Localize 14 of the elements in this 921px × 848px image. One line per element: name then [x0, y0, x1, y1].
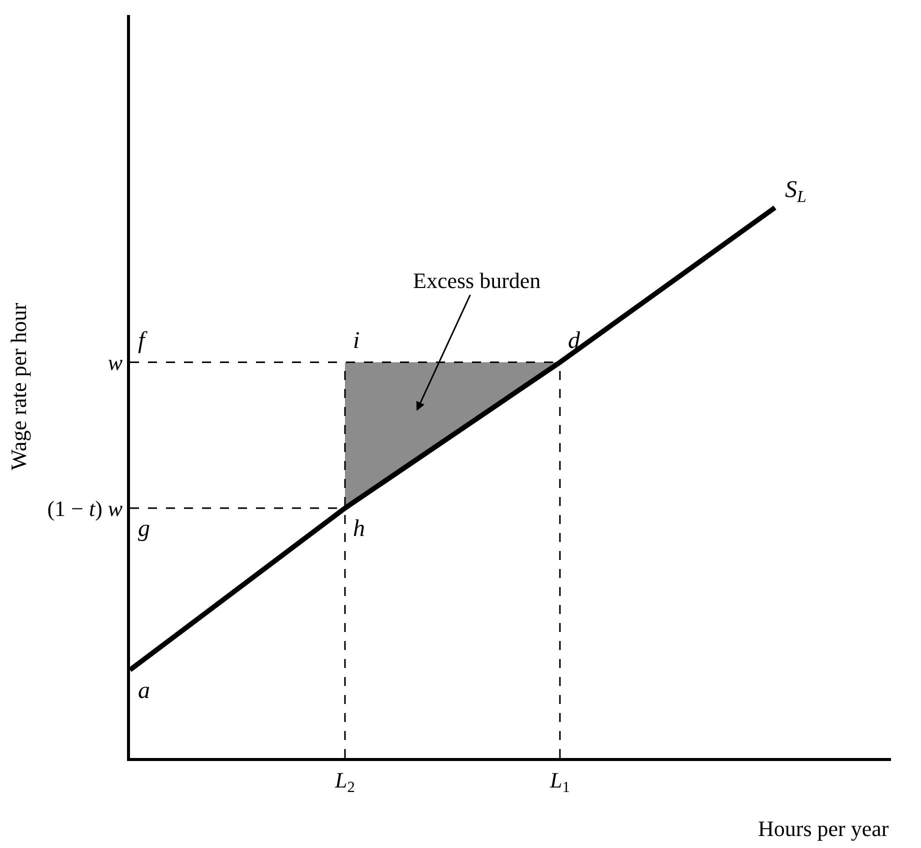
ref-line-label: (1 − t) w — [47, 496, 123, 521]
annotation: g — [138, 516, 150, 542]
annotation: Excess burden — [413, 268, 541, 293]
x-axis-title: Hours per year — [758, 816, 890, 841]
annotation: d — [568, 328, 581, 354]
annotation: f — [138, 328, 148, 354]
x-tick-label: L$_{1}$ — [548, 767, 570, 796]
annotation: a — [138, 678, 150, 704]
ref-line-label: w — [108, 350, 123, 375]
y-axis-title: Wage rate per hour — [6, 302, 32, 470]
annotation: h — [353, 516, 365, 542]
annotation: i — [353, 328, 360, 354]
x-tick-label: L$_{2}$ — [334, 767, 355, 796]
series-label: S$_{L}$ — [785, 177, 806, 206]
